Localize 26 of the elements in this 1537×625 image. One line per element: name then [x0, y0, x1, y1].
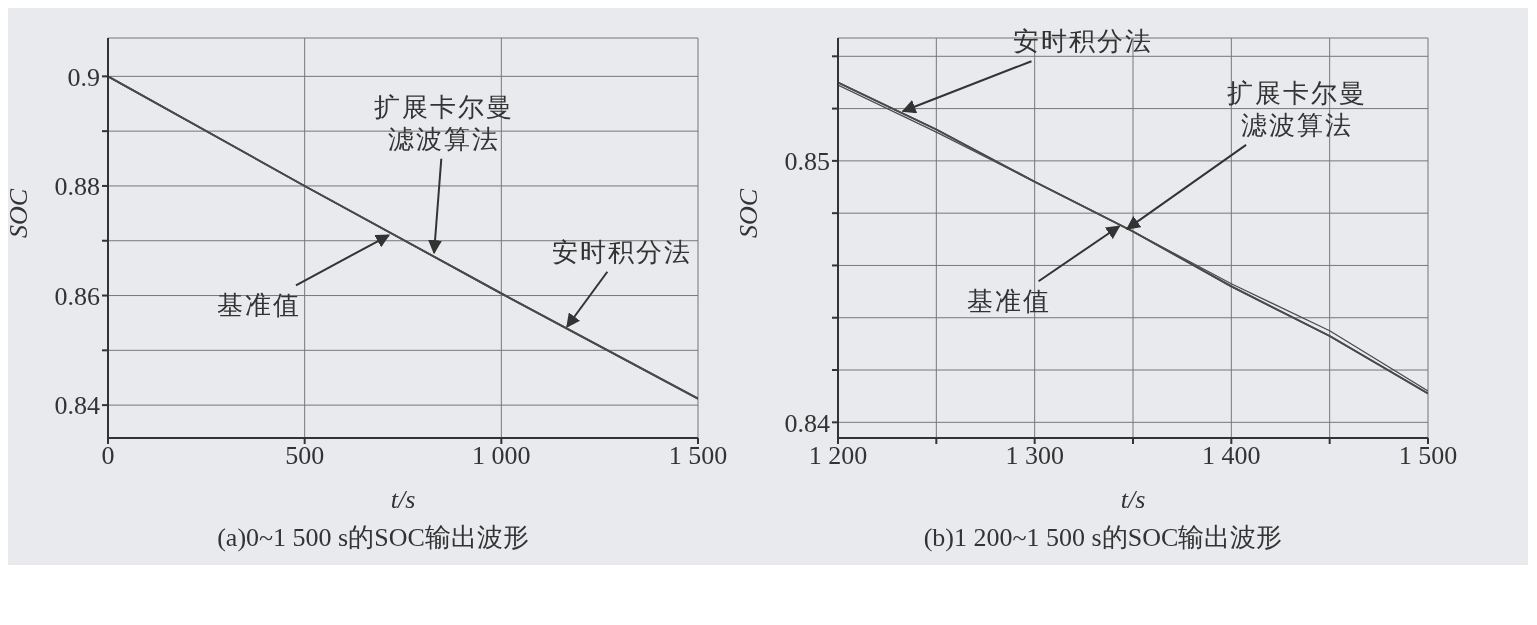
x-tick-label: 500 [285, 441, 325, 471]
annotation: 基准值 [967, 285, 1052, 318]
y-axis-title: SOC [734, 188, 764, 238]
x-tick-label: 1 300 [1005, 441, 1064, 471]
y-tick-label: 0.9 [67, 62, 100, 92]
y-tick-label: 0.88 [54, 172, 100, 202]
annotation: 扩展卡尔曼滤波算法 [1227, 76, 1368, 141]
y-tick-label: 0.86 [54, 281, 100, 311]
x-axis-title: t/s [390, 485, 416, 514]
y-tick-label: 0.85 [784, 147, 830, 177]
y-tick-label: 0.84 [54, 391, 100, 421]
x-tick-label: 1 500 [1398, 441, 1458, 471]
annotation: 扩展卡尔曼滤波算法 [374, 90, 515, 155]
x-tick-label: 1 200 [808, 441, 868, 471]
text: (b)1 200~1 500 s的SOC输出波形 [922, 522, 1284, 554]
x-tick-label: 1 400 [1202, 441, 1261, 471]
x-tick-label: 0 [101, 441, 115, 471]
annotation: 安时积分法 [552, 235, 693, 268]
x-tick-label: 1 000 [472, 441, 531, 471]
x-tick-label: 1 500 [668, 441, 728, 471]
annotation: 安时积分法 [1012, 25, 1153, 58]
y-tick-label: 0.84 [784, 408, 830, 438]
text: (a)0~1 500 s的SOC输出波形 [216, 522, 530, 554]
x-axis-title: t/s [1120, 485, 1146, 514]
y-axis-title: SOC [4, 188, 34, 238]
annotation: 基准值 [216, 289, 301, 322]
